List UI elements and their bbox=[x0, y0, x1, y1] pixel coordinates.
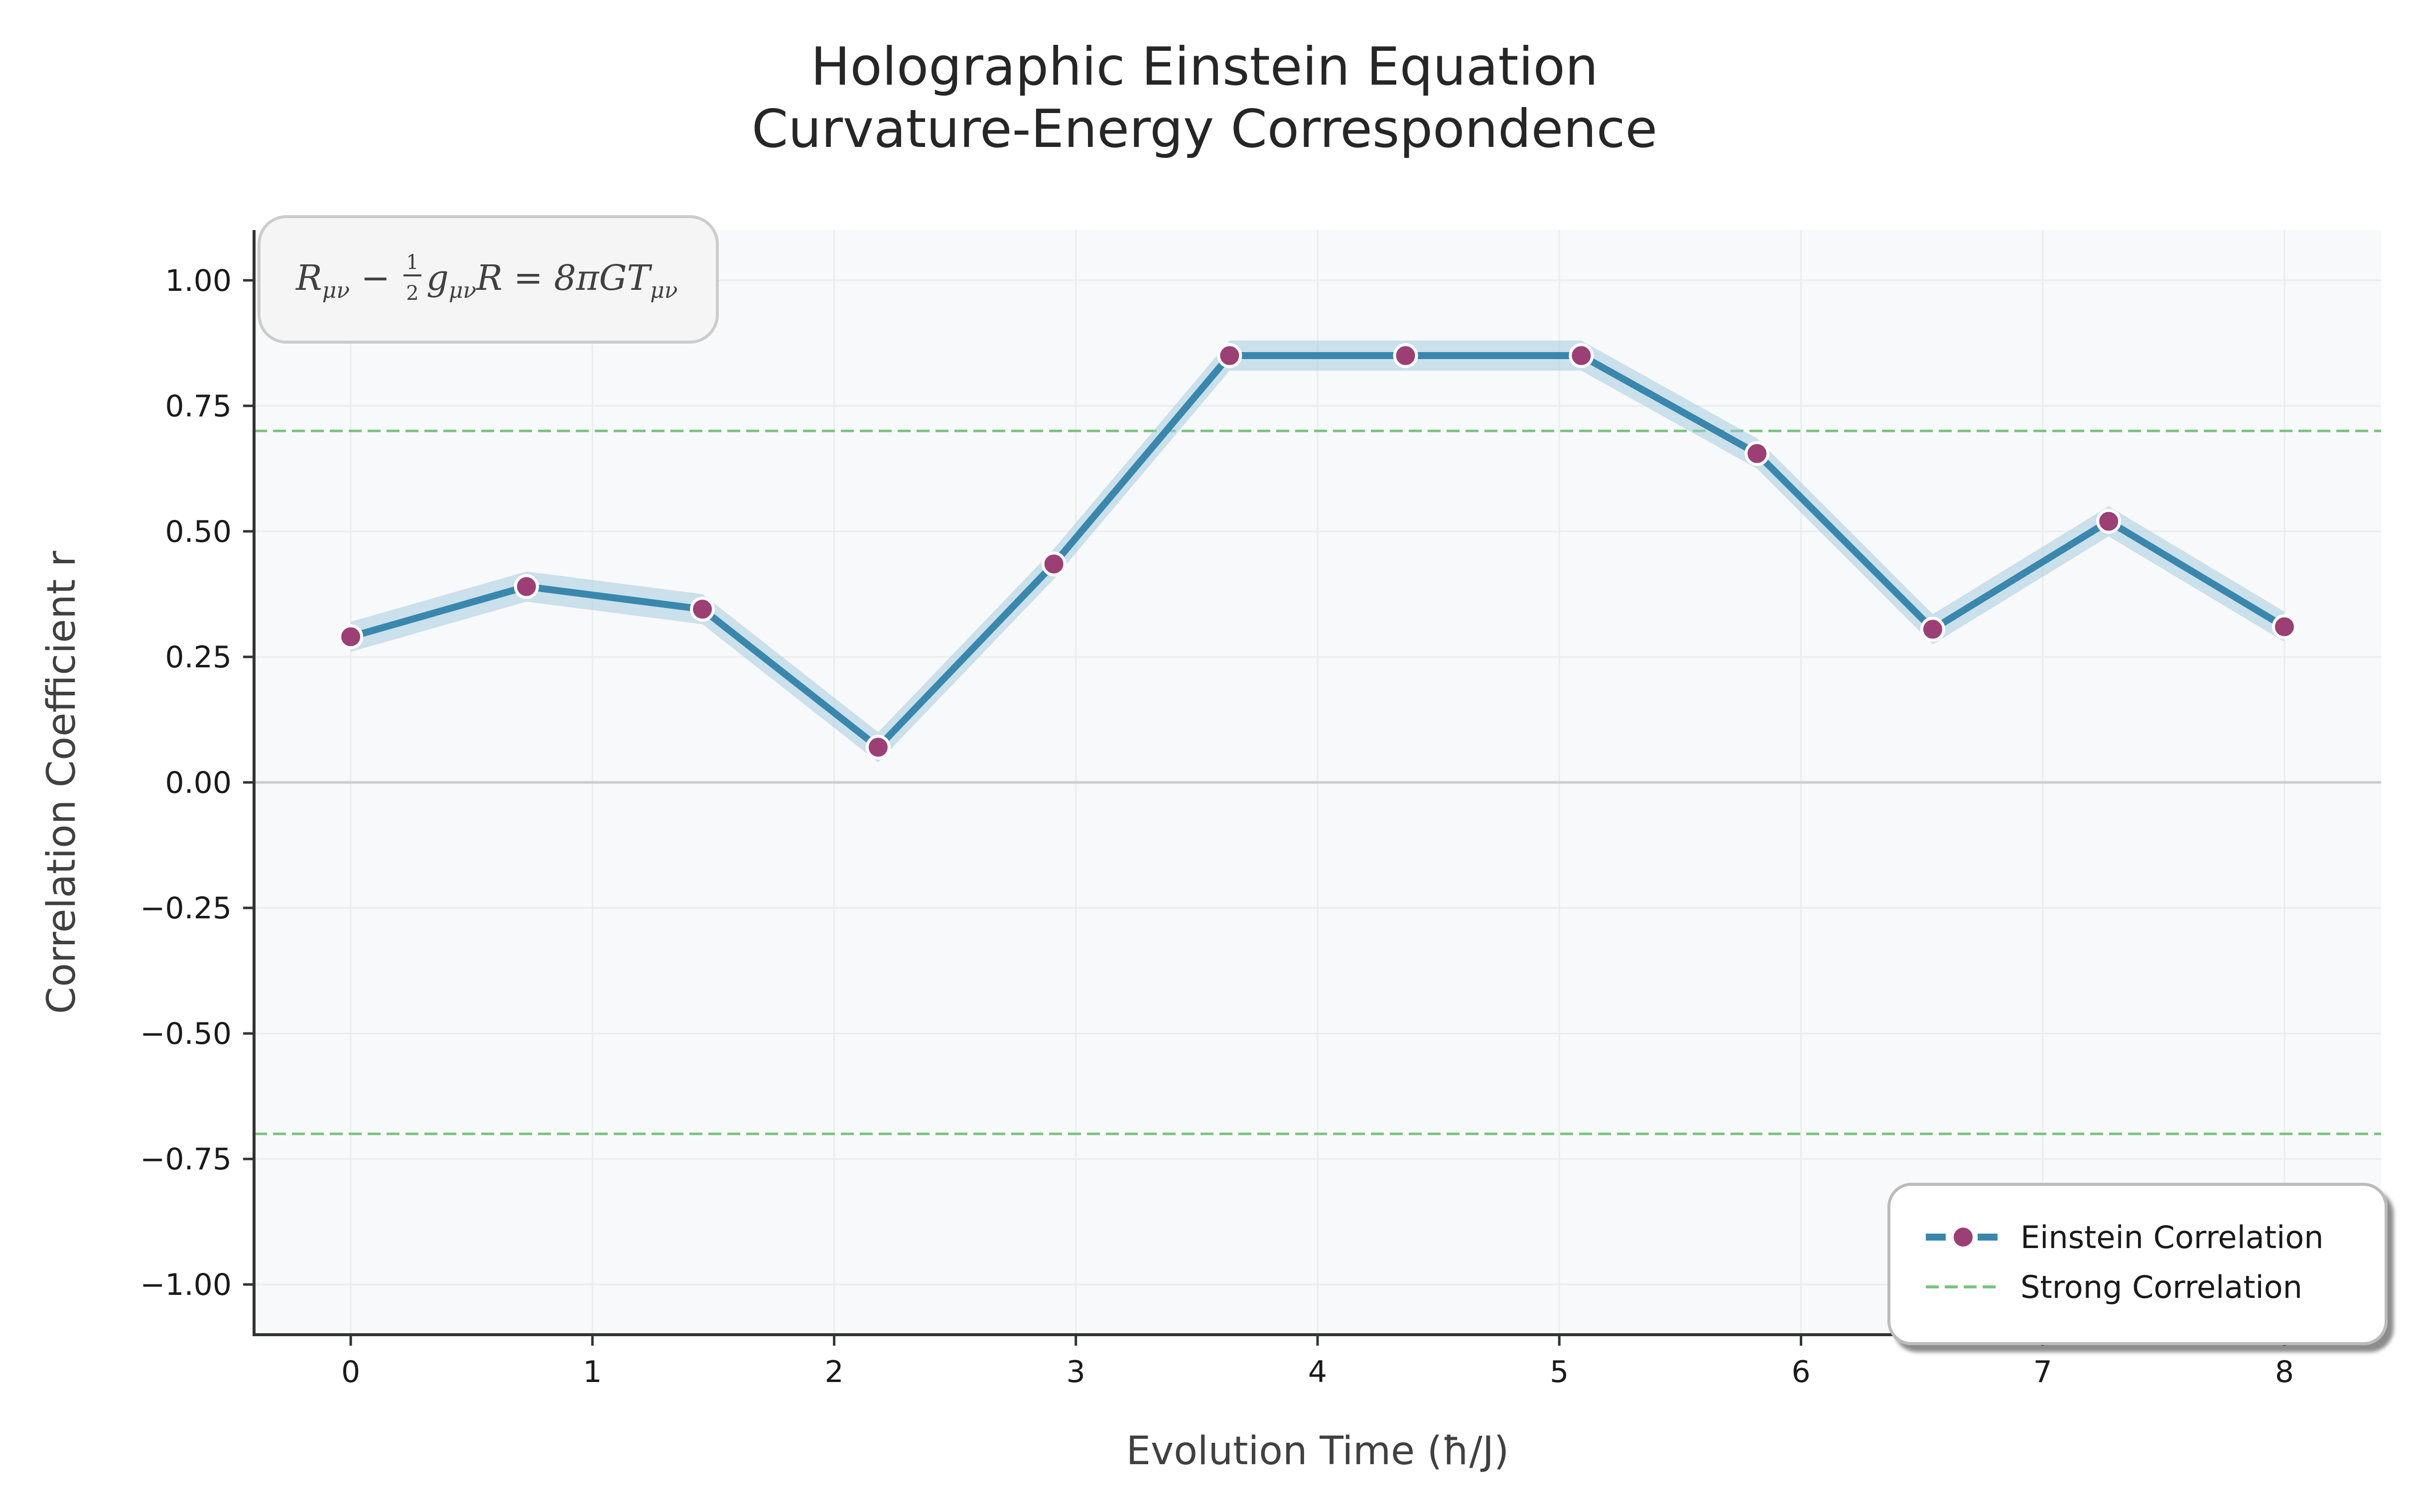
y-tick-label-2: 0.50 bbox=[165, 514, 232, 549]
legend-marker-einstein bbox=[1951, 1225, 1976, 1250]
legend-item-einstein-correlation: Einstein Correlation bbox=[1926, 1219, 2324, 1256]
x-tick-label-1: 1 bbox=[583, 1355, 602, 1389]
data-point-11 bbox=[2272, 614, 2297, 639]
x-tick-label-4: 4 bbox=[1308, 1355, 1327, 1389]
data-point-9 bbox=[1920, 617, 1945, 642]
y-tick-label-6: −0.50 bbox=[140, 1016, 232, 1051]
x-tick-label-2: 2 bbox=[824, 1355, 843, 1389]
x-tick-label-0: 0 bbox=[341, 1355, 360, 1389]
data-point-8 bbox=[1744, 441, 1770, 466]
x-axis-label: Evolution Time (ħ/J) bbox=[1126, 1429, 1509, 1474]
legend-label-strong: Strong Correlation bbox=[2020, 1269, 2302, 1305]
y-tick-label-5: −0.25 bbox=[140, 891, 232, 926]
data-point-7 bbox=[1569, 343, 1594, 369]
legend-box bbox=[1887, 1183, 2388, 1345]
x-tick-label-7: 7 bbox=[2033, 1355, 2052, 1389]
y-tick-label-8: −1.00 bbox=[140, 1267, 232, 1302]
y-tick-label-7: −0.75 bbox=[140, 1142, 232, 1177]
x-tick-label-5: 5 bbox=[1550, 1355, 1569, 1389]
data-point-1 bbox=[514, 574, 539, 599]
x-tick-label-3: 3 bbox=[1067, 1355, 1085, 1389]
x-ticks: 0 1 2 3 4 5 6 7 8 bbox=[341, 1335, 2294, 1389]
series-line bbox=[347, 352, 2288, 751]
chart-title-line-1: Holographic Einstein Equation bbox=[811, 36, 1599, 97]
data-point-4 bbox=[1041, 551, 1067, 577]
data-point-2 bbox=[690, 597, 715, 622]
chart-title-line-2: Curvature-Energy Correspondence bbox=[752, 99, 1657, 159]
equation-box bbox=[258, 215, 719, 344]
equation-annotation: Rμν − 1 2 gμνR = 8πGTμν bbox=[258, 215, 719, 344]
equation-fraction: 1 2 bbox=[403, 251, 421, 305]
data-point-3 bbox=[865, 735, 891, 760]
reference-lines bbox=[254, 429, 2381, 1135]
y-tick-label-1: 0.75 bbox=[165, 389, 232, 424]
y-axis-label: Correlation Coefficient r bbox=[39, 550, 84, 1014]
data-point-6 bbox=[1393, 343, 1418, 369]
legend-item-strong-correlation: Strong Correlation bbox=[1926, 1269, 2302, 1305]
y-tick-label-3: 0.25 bbox=[165, 640, 232, 675]
x-tick-label-8: 8 bbox=[2275, 1355, 2294, 1389]
y-tick-label-0: 1.00 bbox=[165, 263, 232, 298]
legend-label-einstein: Einstein Correlation bbox=[2020, 1219, 2324, 1256]
svg-text:1: 1 bbox=[406, 251, 418, 274]
legend: Einstein Correlation Strong Correlation bbox=[1887, 1183, 2388, 1345]
data-point-10 bbox=[2096, 508, 2122, 534]
equation-text: Rμν − bbox=[295, 257, 390, 303]
series-einstein-correlation bbox=[338, 343, 2297, 760]
data-point-0 bbox=[338, 624, 364, 649]
svg-text:2: 2 bbox=[406, 282, 418, 305]
data-point-5 bbox=[1217, 343, 1242, 369]
y-ticks: 1.00 0.75 0.50 0.25 0.00 −0.25 −0.50 −0.75 −1.00 bbox=[140, 263, 254, 1302]
x-tick-label-6: 6 bbox=[1791, 1355, 1810, 1389]
equation-text-rest: gμνR = 8πGTμν bbox=[426, 257, 678, 303]
y-tick-label-4: 0.00 bbox=[165, 765, 232, 800]
